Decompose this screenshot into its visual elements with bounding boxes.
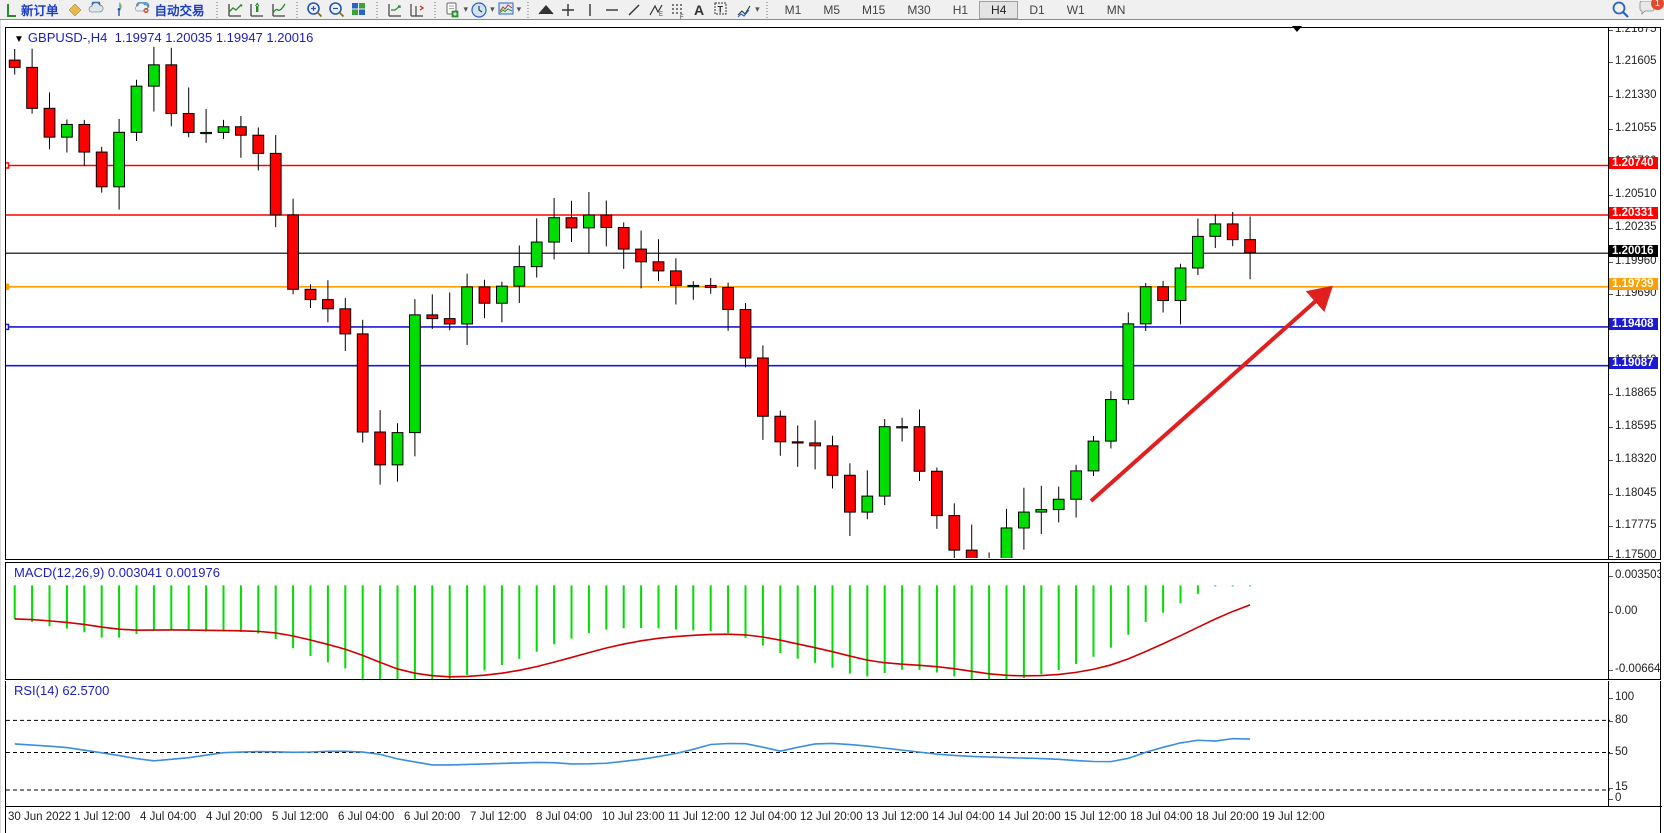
svg-text:A: A [694, 2, 704, 18]
svg-text:F: F [680, 15, 684, 20]
svg-text:E: E [659, 12, 663, 18]
svg-text:T: T [718, 4, 724, 14]
